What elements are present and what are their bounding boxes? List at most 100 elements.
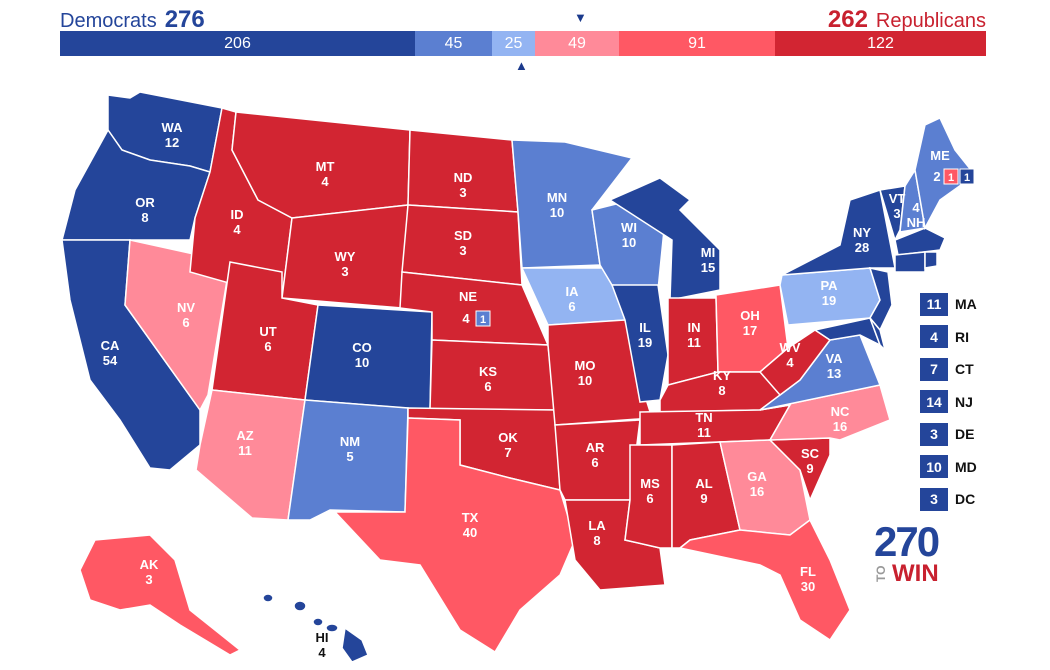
- republicans-label: Republicans: [875, 10, 986, 32]
- state-ma[interactable]: [894, 227, 946, 256]
- bar-seg-safe-rep[interactable]: 122: [775, 31, 986, 56]
- label-nm-abbr: NM: [340, 434, 360, 449]
- label-la-ev: 8: [593, 533, 600, 548]
- state-hi[interactable]: [262, 593, 369, 663]
- label-fl-abbr: FL: [800, 564, 816, 579]
- state-nc[interactable]: [759, 384, 891, 441]
- label-hi-ev: 4: [318, 645, 326, 660]
- label-mn-ev: 10: [550, 205, 564, 220]
- label-me-district-rep: 1: [948, 172, 954, 184]
- label-me-abbr: ME: [930, 148, 950, 163]
- label-in-ev: 11: [687, 335, 701, 350]
- label-wv-ev: 4: [786, 355, 794, 370]
- label-ia-abbr: IA: [566, 284, 580, 299]
- label-wy-ev: 3: [341, 264, 348, 279]
- label-ny-abbr: NY: [853, 225, 871, 240]
- arrow-up-icon: ▲: [515, 58, 528, 73]
- bar-seg-likely-dem[interactable]: 45: [415, 31, 492, 56]
- label-co-ev: 10: [355, 355, 369, 370]
- small-state-ev: 3: [920, 422, 948, 446]
- logo-270towin[interactable]: 270 TO WIN: [874, 518, 944, 587]
- label-az-abbr: AZ: [236, 428, 253, 443]
- label-ms-abbr: MS: [640, 476, 660, 491]
- state-md[interactable]: [813, 317, 882, 347]
- label-va-abbr: VA: [825, 351, 843, 366]
- democrats-header: Democrats 276: [60, 6, 205, 34]
- state-ct[interactable]: [894, 251, 926, 273]
- label-hi-abbr: HI: [316, 630, 329, 645]
- small-state-dc[interactable]: 3 DC: [920, 483, 977, 516]
- label-sd-ev: 3: [459, 243, 466, 258]
- label-nc-abbr: NC: [831, 404, 850, 419]
- label-in-abbr: IN: [688, 320, 701, 335]
- header: Democrats 276 ▼ 262 Republicans: [60, 4, 986, 33]
- state-fl[interactable]: [678, 518, 851, 642]
- bar-seg-likely-rep[interactable]: 91: [619, 31, 775, 56]
- label-il-abbr: IL: [639, 320, 651, 335]
- logo-number: 270: [874, 518, 940, 565]
- label-ok-ev: 7: [504, 445, 511, 460]
- label-ia-ev: 6: [568, 299, 575, 314]
- bar-seg-safe-dem[interactable]: 206: [60, 31, 415, 56]
- label-id-abbr: ID: [231, 207, 244, 222]
- label-ok-abbr: OK: [498, 430, 518, 445]
- label-ks-ev: 6: [484, 379, 491, 394]
- label-wy-abbr: WY: [335, 249, 356, 264]
- small-state-de[interactable]: 3 DE: [920, 418, 977, 451]
- label-me-district-dem: 1: [964, 172, 970, 184]
- label-va-ev: 13: [827, 366, 841, 381]
- state-tn[interactable]: [639, 404, 792, 446]
- label-al-ev: 9: [700, 491, 707, 506]
- label-ca-abbr: CA: [101, 338, 120, 353]
- republicans-total: 262: [827, 6, 868, 33]
- small-state-ev: 14: [920, 390, 948, 414]
- state-ri[interactable]: [924, 251, 938, 269]
- label-ny-ev: 28: [855, 240, 869, 255]
- state-tx[interactable]: [333, 417, 576, 654]
- label-ak-ev: 3: [145, 572, 152, 587]
- small-state-ev: 7: [920, 357, 948, 381]
- democrats-total: 276: [164, 6, 205, 33]
- small-state-abbr: CT: [955, 361, 974, 378]
- bar-seg-lean-dem[interactable]: 25: [492, 31, 535, 56]
- label-ar-abbr: AR: [586, 440, 605, 455]
- small-state-nj[interactable]: 14 NJ: [920, 386, 977, 419]
- small-state-ri[interactable]: 4 RI: [920, 321, 977, 354]
- small-state-md[interactable]: 10 MD: [920, 451, 977, 484]
- label-sc-abbr: SC: [801, 446, 820, 461]
- label-or-abbr: OR: [135, 195, 155, 210]
- small-states-list: 11 MA 4 RI 7 CT 14 NJ 3 DE 10 MD 3 DC: [920, 288, 977, 516]
- small-state-ct[interactable]: 7 CT: [920, 353, 977, 386]
- state-de[interactable]: [869, 317, 887, 353]
- state-labels: WA 12 OR 8 CA 54 NV 6 ID 4 MT 4 WY 3 UT …: [101, 120, 975, 660]
- label-nh-abbr: NH: [907, 215, 926, 230]
- electoral-bar: 206 45 25 49 91 122: [60, 31, 986, 56]
- small-state-abbr: DC: [955, 491, 976, 508]
- label-tn-ev: 11: [697, 425, 711, 440]
- small-state-ev: 11: [920, 292, 948, 316]
- me-district-dem-box[interactable]: [959, 168, 975, 185]
- label-pa-abbr: PA: [820, 278, 838, 293]
- label-ga-abbr: GA: [747, 469, 767, 484]
- state-ak[interactable]: [79, 534, 242, 656]
- label-or-ev: 8: [141, 210, 148, 225]
- label-nh-ev: 4: [912, 200, 920, 215]
- bar-seg-lean-rep[interactable]: 49: [535, 31, 619, 56]
- ne-district-box[interactable]: [475, 310, 491, 327]
- label-nm-ev: 5: [346, 449, 353, 464]
- label-nd-ev: 3: [459, 185, 466, 200]
- label-tx-ev: 40: [463, 525, 477, 540]
- state-mi[interactable]: [608, 177, 721, 301]
- label-wi-abbr: WI: [621, 220, 637, 235]
- small-state-ma[interactable]: 11 MA: [920, 288, 977, 321]
- label-id-ev: 4: [233, 222, 241, 237]
- label-tn-abbr: TN: [695, 410, 712, 425]
- label-la-abbr: LA: [588, 518, 606, 533]
- arrow-down-icon: ▼: [574, 10, 587, 25]
- state-ny[interactable]: [781, 189, 896, 276]
- label-mo-abbr: MO: [575, 358, 596, 373]
- label-mi-abbr: MI: [701, 245, 715, 260]
- logo-to: TO: [874, 565, 888, 582]
- me-district-rep-box[interactable]: [943, 168, 959, 185]
